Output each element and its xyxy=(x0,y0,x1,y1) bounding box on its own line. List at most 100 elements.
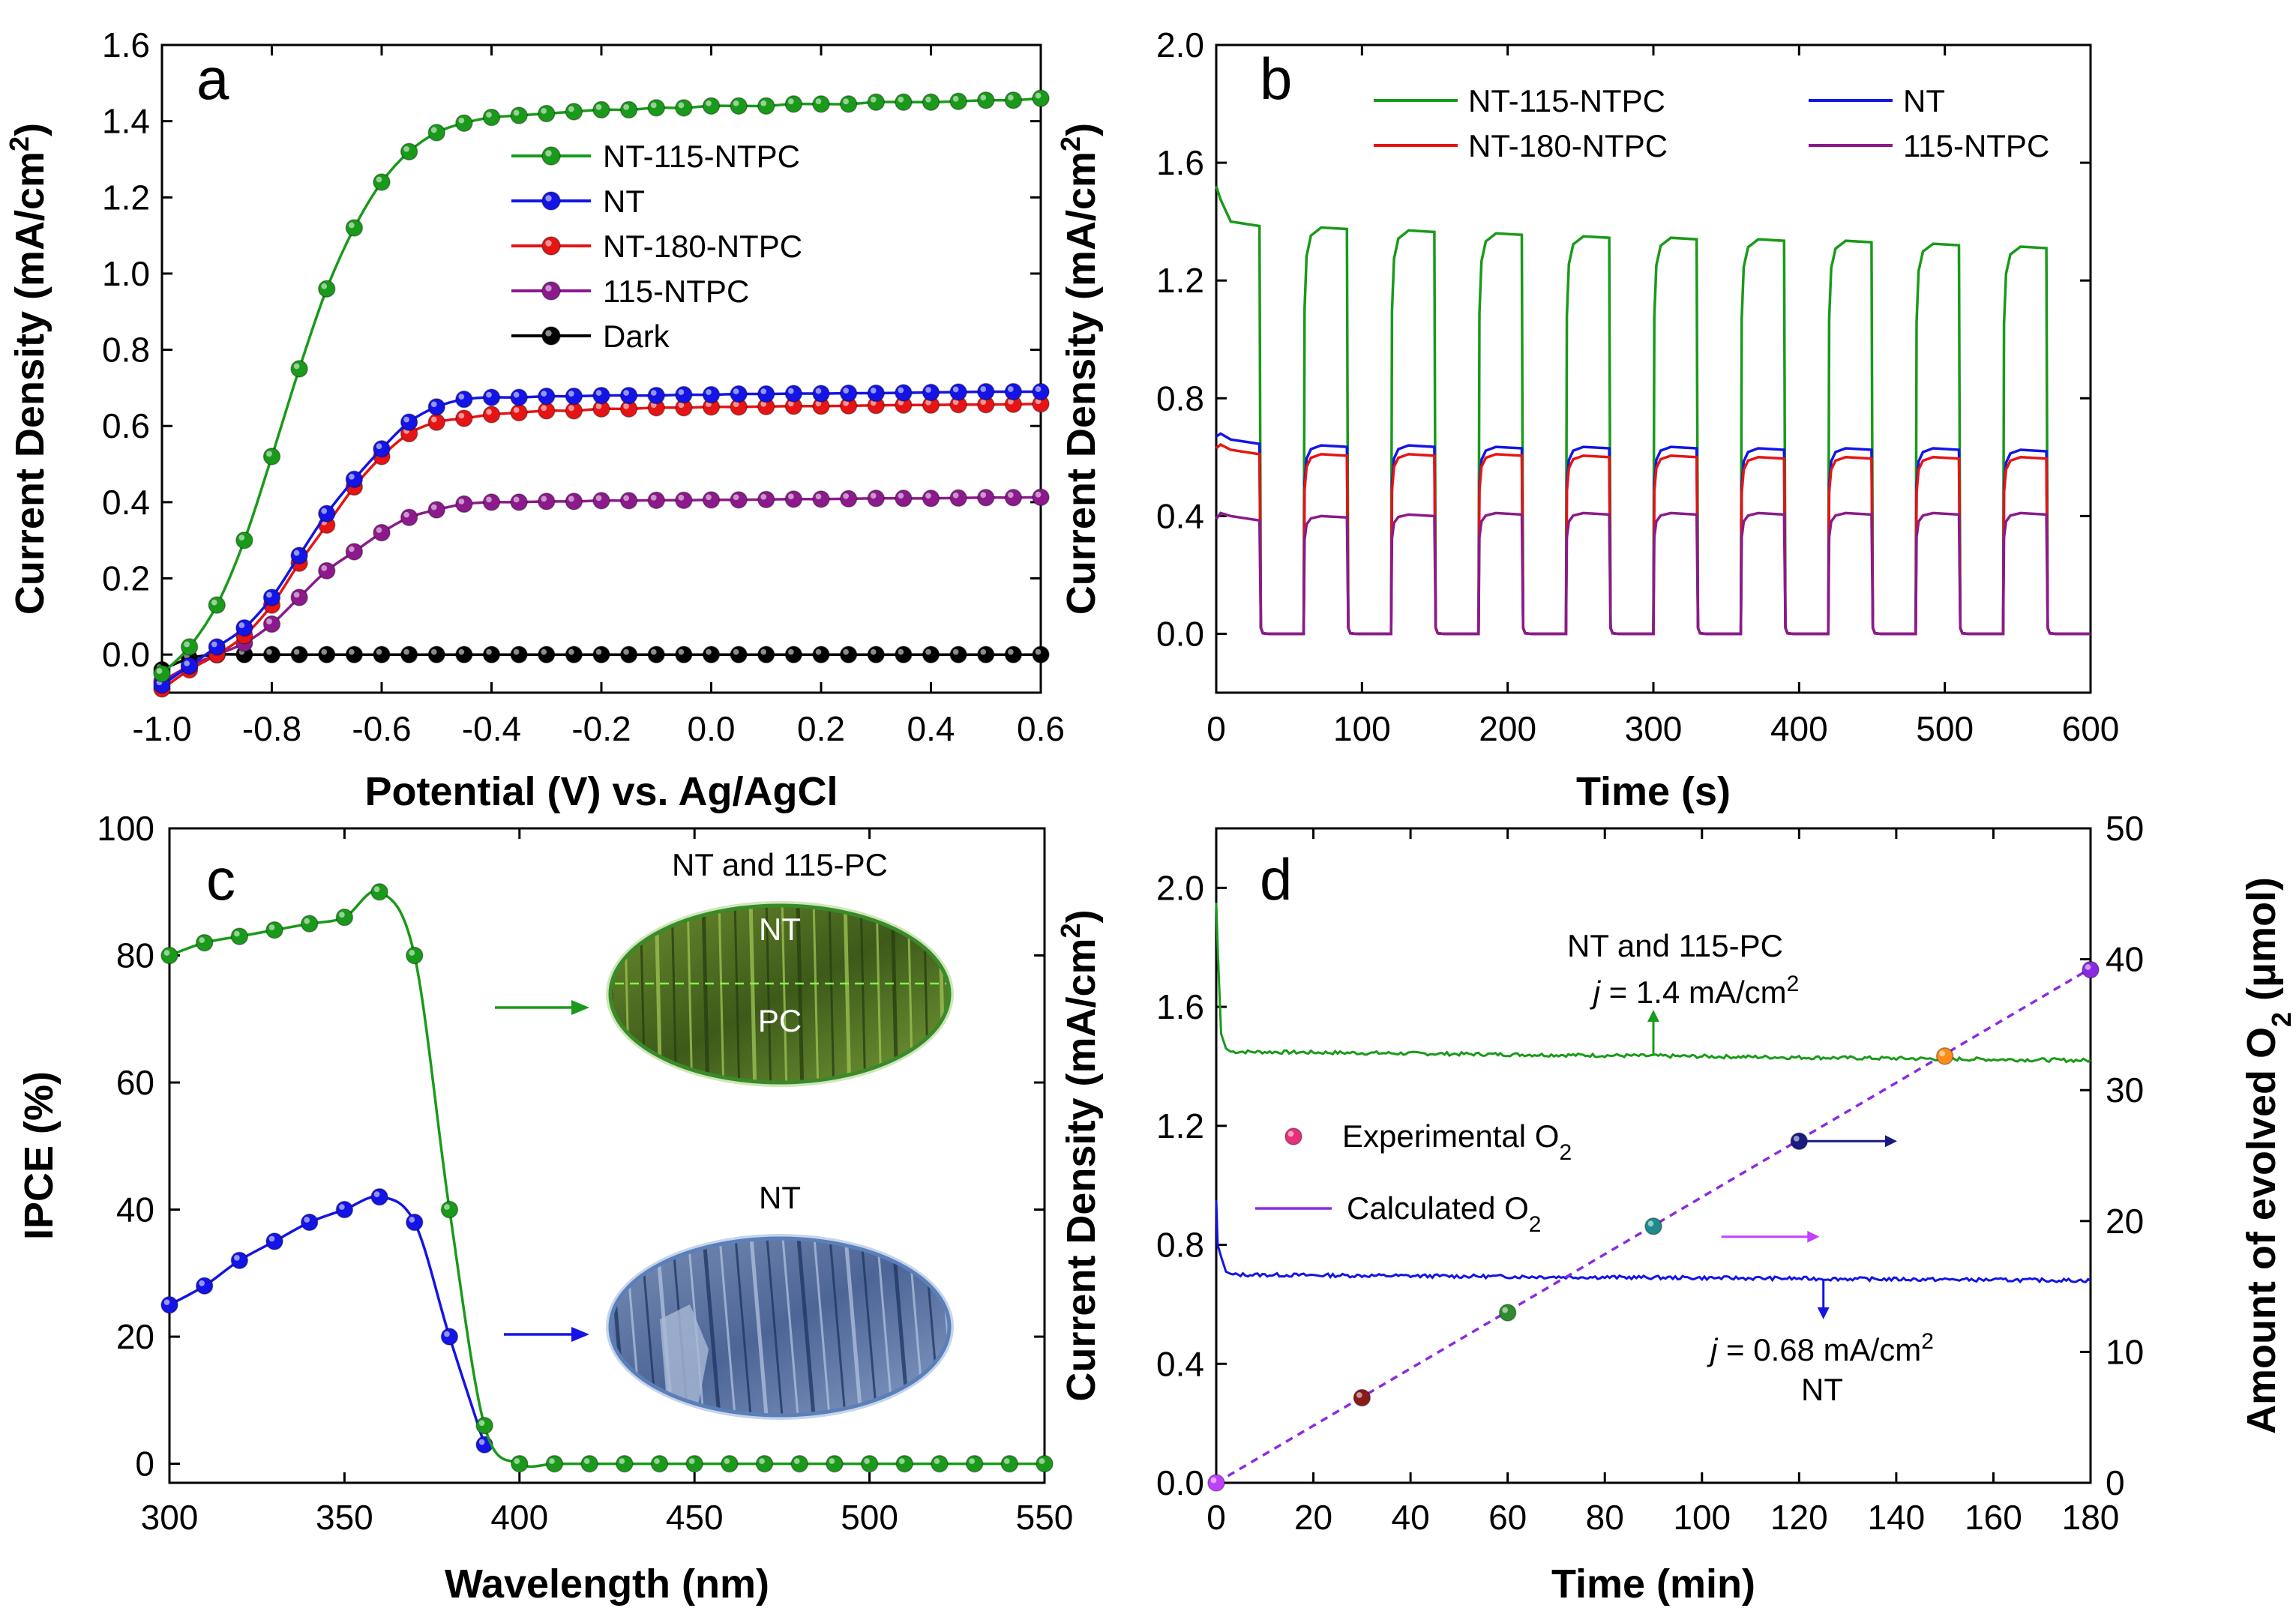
x-tick-label: 160 xyxy=(1965,1498,2022,1537)
data-point xyxy=(730,385,748,403)
data-point xyxy=(1032,645,1050,663)
data-point-highlight xyxy=(678,402,685,409)
x-tick-label: 300 xyxy=(1625,709,1683,748)
data-point-highlight xyxy=(1939,1050,1946,1057)
data-point-highlight xyxy=(266,591,272,598)
inset-sem-blue: NT xyxy=(504,1180,954,1420)
x-axis-title: Time (min) xyxy=(1551,1562,1755,1607)
data-point-highlight xyxy=(980,386,987,392)
inset-texture xyxy=(748,1238,769,1415)
data-point xyxy=(335,1200,354,1219)
data-point-highlight xyxy=(266,451,272,457)
y-tick-label: 0.0 xyxy=(1156,614,1204,653)
data-point-highlight xyxy=(595,104,602,110)
data-point xyxy=(482,406,501,424)
data-point-highlight xyxy=(623,648,629,655)
y-axis-title-sup: 2 xyxy=(4,136,34,151)
data-point xyxy=(922,93,940,111)
data-point xyxy=(977,91,995,109)
data-point xyxy=(318,505,336,523)
data-point xyxy=(195,933,214,952)
panel-label: b xyxy=(1260,46,1292,112)
data-point-highlight xyxy=(545,240,552,247)
data-point-highlight xyxy=(925,96,931,103)
data-point xyxy=(977,382,995,401)
data-point xyxy=(230,927,249,945)
inset-texture xyxy=(843,906,852,1082)
inset-texture xyxy=(859,906,867,1082)
data-point-highlight xyxy=(952,492,959,499)
data-point-highlight xyxy=(898,96,904,103)
inset-label-nt: NT xyxy=(759,912,801,947)
data-point-highlight xyxy=(788,98,794,105)
data-point xyxy=(265,1232,283,1250)
data-point-highlight xyxy=(321,648,328,655)
data-point xyxy=(510,403,528,422)
data-point xyxy=(922,490,940,508)
data-point xyxy=(538,493,556,511)
inset-texture xyxy=(765,1238,784,1415)
series-line-NT xyxy=(161,390,1041,687)
inset-texture xyxy=(937,906,946,1082)
data-point xyxy=(300,915,319,933)
legend-label: Dark xyxy=(603,319,670,354)
data-point xyxy=(510,106,528,124)
legend: NT-115-NTPC NT NT-180-NTPC 115-NTPC xyxy=(1374,83,2049,163)
data-point-highlight xyxy=(980,94,987,101)
x-tick-label: 40 xyxy=(1392,1498,1430,1537)
data-point-highlight xyxy=(595,403,602,409)
data-point xyxy=(826,1454,844,1473)
data-point xyxy=(650,1454,669,1473)
data-point-highlight xyxy=(843,388,849,394)
inset-texture xyxy=(796,906,805,1082)
data-point-highlight xyxy=(403,416,409,423)
data-point-highlight xyxy=(184,641,190,648)
data-point-highlight xyxy=(199,937,205,943)
inset-texture xyxy=(733,1238,753,1415)
y-axis-title: Current Density (mA/cm2) xyxy=(4,123,53,615)
data-point-highlight xyxy=(156,668,163,674)
data-point xyxy=(895,93,913,111)
data-point-highlight xyxy=(163,950,170,956)
x-tick-label: -0.2 xyxy=(571,709,631,748)
data-point-highlight xyxy=(934,1458,940,1464)
annotation-j-sup: 2 xyxy=(1921,1329,1934,1354)
data-point xyxy=(895,490,913,508)
data-point-highlight xyxy=(376,527,382,533)
data-point-highlight xyxy=(486,409,492,415)
data-point-highlight xyxy=(403,145,409,152)
data-point-highlight xyxy=(321,508,328,514)
x-tick-label: 0.6 xyxy=(1017,709,1065,748)
inset-texture xyxy=(812,906,820,1082)
y-tick-label: 0.4 xyxy=(102,483,150,522)
data-point xyxy=(812,385,830,403)
data-point-highlight xyxy=(376,443,382,450)
legend-label: Experimental O2 xyxy=(1342,1118,1572,1165)
x-tick-label: 180 xyxy=(2062,1498,2120,1537)
data-point xyxy=(702,491,721,509)
data-point-highlight xyxy=(430,416,437,423)
data-point xyxy=(290,546,308,564)
data-point-highlight xyxy=(268,1235,275,1242)
data-point xyxy=(647,99,665,117)
data-point-highlight xyxy=(969,1458,975,1464)
data-point xyxy=(230,1251,249,1270)
x-axis-title: Potential (V) vs. Ag/AgCl xyxy=(364,769,838,814)
data-point-highlight xyxy=(619,1458,625,1464)
y-axis-title: IPCE (%) xyxy=(16,1071,61,1240)
data-point-highlight xyxy=(724,1458,730,1464)
data-point-highlight xyxy=(1008,648,1014,655)
data-point-highlight xyxy=(815,400,822,407)
x-tick-label: -0.8 xyxy=(242,709,301,748)
data-point xyxy=(318,280,336,298)
data-point xyxy=(790,1454,808,1473)
plot-frame xyxy=(1215,827,2092,1484)
x-tick-label: 120 xyxy=(1770,1498,1828,1537)
data-point xyxy=(755,1454,774,1473)
annotation-j: j = 0.68 mA/cm2 xyxy=(1707,1329,1934,1368)
data-point xyxy=(400,645,418,663)
data-point-highlight xyxy=(706,100,712,106)
data-point-highlight xyxy=(678,648,685,655)
data-point-highlight xyxy=(925,399,931,406)
inset-image xyxy=(610,1238,949,1415)
